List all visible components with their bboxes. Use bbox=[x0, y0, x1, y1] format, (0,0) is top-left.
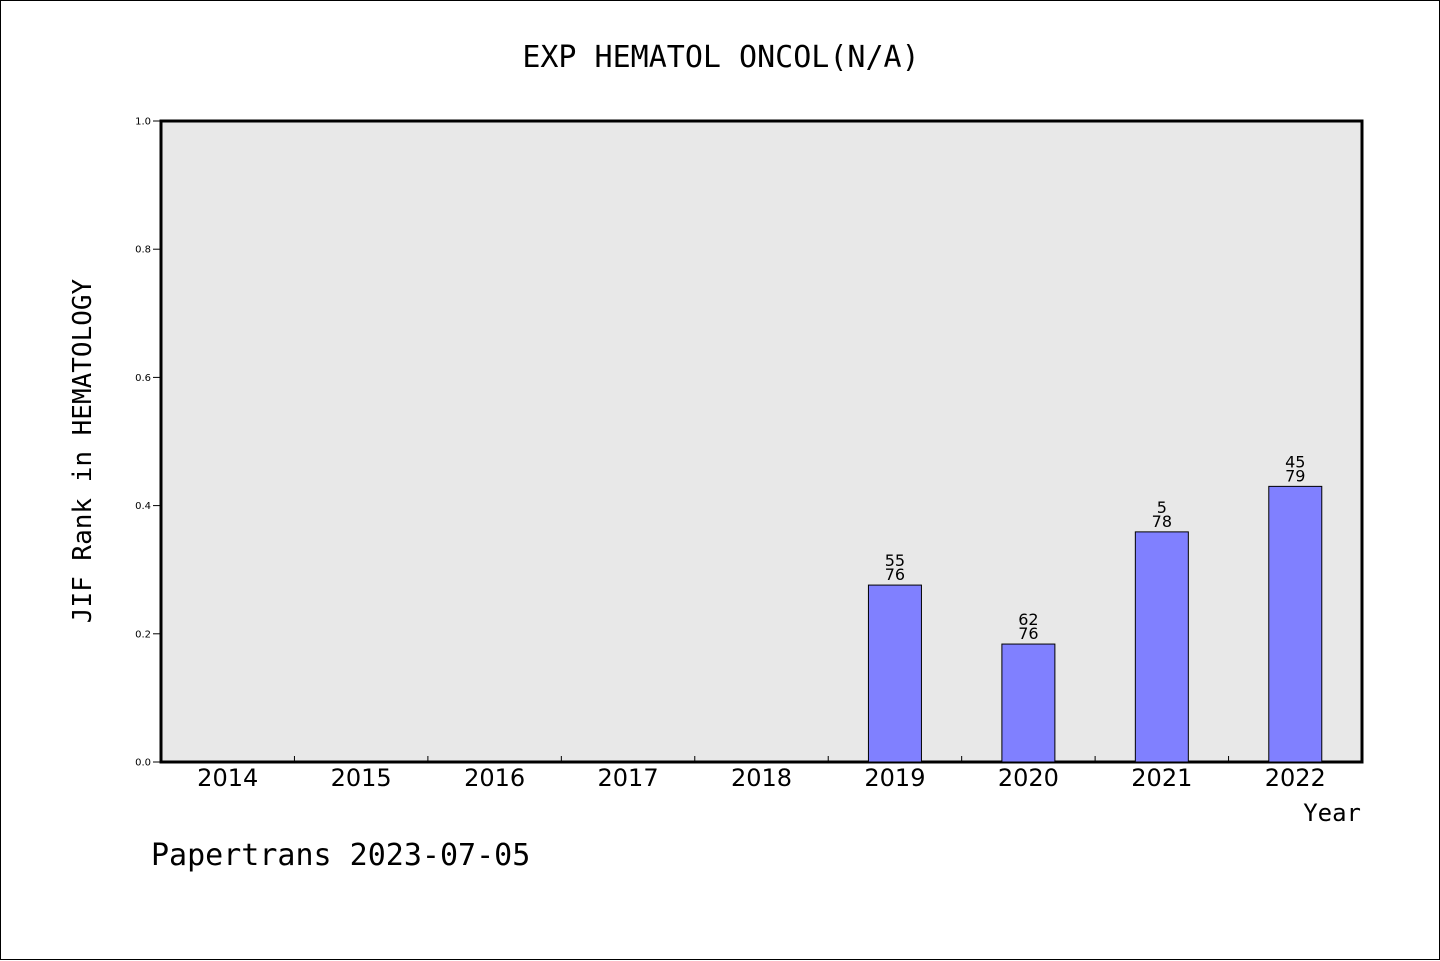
x-tick-label: 2015 bbox=[331, 764, 392, 792]
y-tick-label: 0.4 bbox=[135, 501, 151, 512]
y-axis-ticks: 0.0 0.2 0.4 0.6 0.8 1.0 bbox=[135, 117, 161, 769]
footer-watermark: Papertrans 2023-07-05 bbox=[151, 838, 530, 873]
x-axis-ticks: 2014 2015 2016 2017 2018 2019 2020 2021 2022 bbox=[197, 756, 1326, 792]
bar-2021 bbox=[1134, 531, 1189, 763]
bar-label-total: 79 bbox=[1285, 466, 1305, 485]
bar-label-total: 76 bbox=[1018, 624, 1038, 643]
bar-2019 bbox=[867, 584, 922, 763]
y-axis-label: JIF Rank in HEMATOLOGY bbox=[68, 278, 98, 623]
x-tick-label: 2014 bbox=[197, 764, 258, 792]
bar-label-total: 78 bbox=[1152, 512, 1172, 531]
y-tick-label: 0.0 bbox=[135, 758, 151, 769]
x-tick-label: 2016 bbox=[464, 764, 525, 792]
x-tick-label: 2019 bbox=[864, 764, 925, 792]
x-tick-label: 2018 bbox=[731, 764, 792, 792]
x-tick-label: 2017 bbox=[598, 764, 659, 792]
bar-group bbox=[867, 485, 1323, 763]
x-axis-label: Year bbox=[1303, 799, 1361, 827]
bar-label-rank: 62 bbox=[1018, 610, 1038, 629]
bar-2020 bbox=[1001, 643, 1056, 763]
bar-label-rank: 5 bbox=[1157, 498, 1167, 517]
y-tick-label: 0.8 bbox=[135, 245, 151, 256]
bar-2022 bbox=[1268, 485, 1323, 763]
x-tick-label: 2021 bbox=[1131, 764, 1192, 792]
x-tick-label: 2022 bbox=[1265, 764, 1326, 792]
bar-label-rank: 45 bbox=[1285, 452, 1305, 471]
chart-title: EXP HEMATOL ONCOL(N/A) bbox=[522, 40, 919, 75]
y-tick-label: 0.2 bbox=[135, 629, 151, 640]
y-tick-label: 1.0 bbox=[135, 117, 151, 128]
x-tick-label: 2020 bbox=[998, 764, 1059, 792]
y-tick-label: 0.6 bbox=[135, 373, 151, 384]
bar-label-total: 76 bbox=[885, 565, 905, 584]
bar-label-rank: 55 bbox=[885, 551, 905, 570]
